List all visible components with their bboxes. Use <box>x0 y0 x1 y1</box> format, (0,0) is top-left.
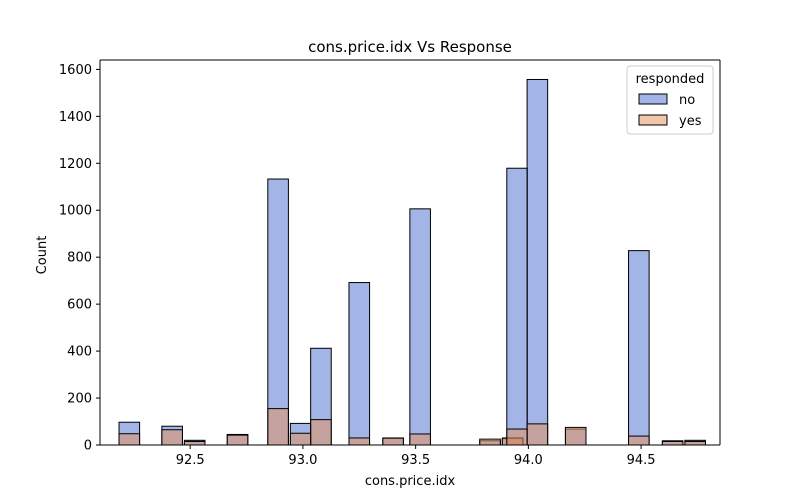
y-tick-label: 1200 <box>59 157 92 172</box>
bar-yes <box>118 433 141 446</box>
chart-title: cons.price.idx Vs Response <box>308 38 512 56</box>
x-tick-label: 93.5 <box>401 453 430 468</box>
legend-label-no: no <box>679 93 695 108</box>
x-tick-label: 94.5 <box>627 453 656 468</box>
legend-swatch-yes <box>638 114 668 126</box>
bar-no <box>506 167 528 446</box>
x-tick-label: 92.5 <box>176 453 205 468</box>
bar-yes <box>348 437 371 446</box>
legend: responded no yes <box>626 65 714 135</box>
x-axis-label: cons.price.idx <box>365 474 456 489</box>
bar-yes <box>564 426 587 446</box>
bar-yes <box>628 435 650 446</box>
bar-yes <box>661 440 684 446</box>
bar-yes <box>161 429 183 446</box>
bar-yes <box>267 408 289 446</box>
bar-no <box>628 250 650 446</box>
y-tick-label: 600 <box>67 298 92 313</box>
bar-yes <box>409 433 431 446</box>
legend-label-yes: yes <box>679 114 702 129</box>
bar-yes <box>479 438 501 446</box>
bar-yes <box>183 440 206 446</box>
y-tick-label: 1600 <box>59 63 92 78</box>
bar-no <box>348 282 371 446</box>
plot-area: 0 200 400 600 800 1000 1200 1400 1600 92.5 93.0 93.… <box>59 59 721 468</box>
bar-yes <box>226 434 249 446</box>
y-tick-label: 0 <box>84 439 92 454</box>
legend-swatch-no <box>638 93 668 105</box>
x-tick-label: 94.0 <box>514 453 543 468</box>
bar-no <box>409 208 431 446</box>
y-tick-label: 400 <box>67 345 92 360</box>
bar-no <box>267 178 289 446</box>
bar-yes <box>526 423 549 446</box>
legend-title: responded <box>636 72 705 87</box>
bar-no <box>526 78 549 446</box>
bar-yes <box>310 419 332 446</box>
bar-yes <box>289 432 312 446</box>
bar-yes <box>382 437 404 446</box>
y-tick-label: 800 <box>67 251 92 266</box>
y-tick-label: 1000 <box>59 204 92 219</box>
bar-yes <box>506 428 528 446</box>
y-axis-label: Count <box>35 236 50 275</box>
y-tick-label: 1400 <box>59 110 92 125</box>
bar-yes <box>684 440 706 446</box>
x-tick-label: 93.0 <box>288 453 317 468</box>
y-tick-label: 200 <box>67 392 92 407</box>
